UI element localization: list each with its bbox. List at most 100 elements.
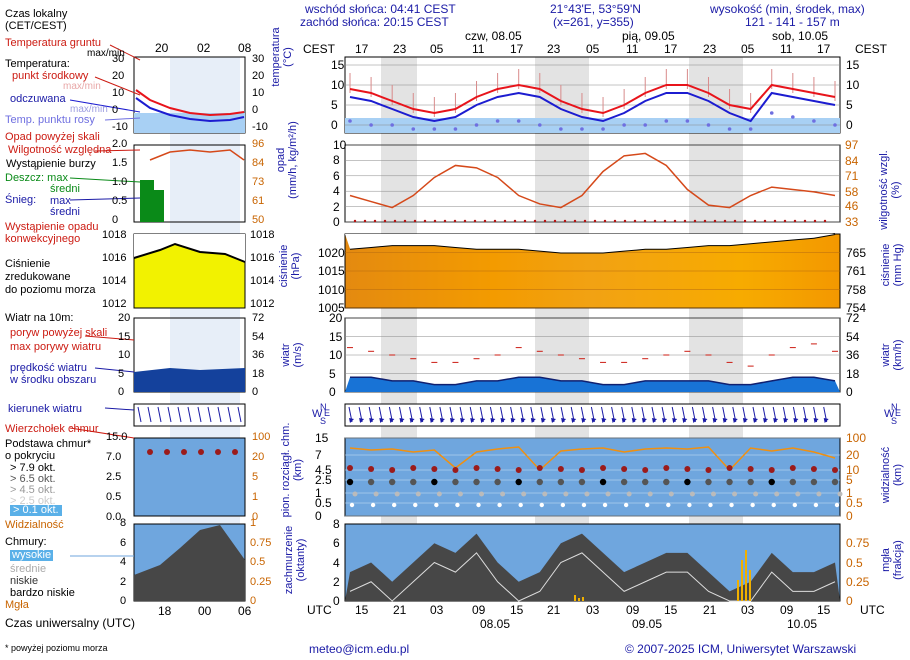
cloudiness-tick-left: 0: [333, 594, 340, 608]
cloud-tick-left: 0.5: [315, 496, 332, 510]
utc-hour-label: 09: [472, 603, 486, 617]
legend-temperature: Temperatura:: [5, 58, 70, 70]
footer-email[interactable]: meteo@icm.edu.pl: [309, 642, 410, 656]
legend-max-gust: max porywy wiatru: [10, 341, 102, 353]
dew-point-dot: [706, 123, 711, 127]
precip-zero-marker: [703, 219, 707, 223]
dew-point-dot: [685, 119, 690, 123]
humidity-tick-right: 97: [845, 138, 859, 152]
small-pressure-tick-right: 1012: [250, 298, 275, 310]
small-wind-arrow: [217, 406, 222, 423]
small-vis-tick-right: 100: [252, 431, 271, 443]
dew-point-dot: [812, 119, 816, 123]
utc-hour-label: 03: [586, 603, 600, 617]
utc-hour-label: 09: [780, 603, 794, 617]
vis-tick-right: 0: [846, 509, 853, 523]
cloud-top-dot: [347, 465, 353, 471]
axis-vis-label: widzialność (km): [880, 446, 904, 504]
legend-connector: [69, 197, 141, 201]
wind-arrow-head: [742, 418, 748, 423]
sunrise-text: wschód słońca: 04:41 CEST: [305, 2, 456, 16]
cloud-tick-left: 7: [315, 448, 322, 462]
cloud-tick-left: 0: [315, 509, 322, 523]
cloud-base-dot-light: [689, 491, 695, 497]
wind-arrow-head: [439, 418, 445, 423]
feels-like-line: [349, 91, 836, 123]
dew-point-dot: [727, 127, 732, 131]
cloud-base-dot-light: [816, 491, 822, 497]
wind-arrow-head: [369, 418, 375, 423]
cloudiness-series: [345, 533, 840, 602]
small-fog-tick-right: 0.25: [250, 575, 272, 588]
wind-arrow-head: [722, 418, 728, 423]
cloud-top-dot: [389, 467, 396, 473]
axis-pressure-label: ciśnienie (hPa): [278, 244, 302, 288]
legend-cloud-base: Podstawa chmur* o pokryciu: [5, 438, 92, 462]
cloud-base-dot: [747, 478, 754, 486]
day-label-1: czw, 08.05: [465, 29, 522, 43]
cloud-base-dot-light: [584, 491, 590, 497]
cloud-base-dot-light: [415, 491, 421, 497]
small-temp-tick-left: -10: [112, 121, 128, 133]
precip-zero-marker: [393, 219, 397, 223]
cloud-top-dot: [600, 465, 607, 471]
cloudiness-tick-left: 4: [333, 555, 340, 570]
cloud-top-dot: [431, 466, 438, 472]
small-precip-tick-left: 2.0: [112, 138, 128, 150]
small-cloud-top-dot: [198, 449, 204, 455]
temp-tick-right: 10: [846, 78, 860, 92]
small-temp-tick-left: 20: [112, 70, 125, 82]
precip-zero-marker: [373, 219, 377, 223]
small-temp-tick-right: 0: [252, 104, 259, 116]
precip-zero-marker: [683, 219, 687, 223]
precip-zero-marker: [533, 219, 537, 223]
cloud-top-dot: [536, 465, 543, 471]
cloud-tick-left: 1: [315, 486, 322, 500]
cloud-top-dot: [832, 467, 838, 473]
precip-zero-marker: [813, 219, 817, 223]
cloud-base-dot-sparse: [560, 502, 566, 508]
temp-tick-right: 15: [846, 58, 860, 72]
small-temp-below-zero: [134, 113, 245, 133]
wind-arrow-head: [510, 418, 516, 423]
cloud-base-dot-sparse: [771, 502, 776, 508]
sunset-text: zachód słońca: 20:15 CEST: [300, 15, 449, 29]
small-feels-line: [135, 97, 245, 123]
cloud-base-dot-sparse: [391, 502, 397, 508]
cloud-base-dot: [578, 478, 586, 486]
cloud-base-dot: [494, 478, 501, 486]
cloudiness-tick-left: 6: [333, 536, 340, 551]
precip-zero-marker: [403, 219, 407, 223]
legend-connector: [84, 335, 135, 341]
top-hour-label: 17: [510, 42, 524, 56]
cloud-base-dot-light: [668, 491, 674, 497]
axis-temp-label: temperatura (°C): [270, 27, 294, 87]
cloud-base-dot-sparse: [349, 502, 355, 508]
humidity-line: [349, 152, 836, 209]
dew-point-dot: [348, 119, 352, 123]
cloud-base-dot: [599, 478, 607, 486]
small-hour-20: 20: [155, 41, 169, 55]
small-cloud-tick-left: 0.5: [106, 491, 122, 503]
axis-cloudiness-label: zachmurzenie (oktanty): [283, 525, 307, 595]
precip-zero-marker: [733, 219, 737, 223]
top-hour-label: 11: [626, 42, 639, 56]
wind-tick-right: 36: [846, 348, 860, 362]
legend-connector: [104, 407, 135, 411]
small-rain-bar: [140, 180, 154, 222]
cloud-base-dot-sparse: [645, 502, 650, 508]
small-precip-tick-left: 1.5: [112, 157, 128, 169]
precip-zero-marker: [713, 219, 717, 223]
cloud-base-dot-light: [795, 491, 801, 497]
wind-arrow-head: [702, 418, 708, 423]
dew-point-dot: [411, 127, 416, 131]
humidity-tick-right: 71: [845, 169, 859, 184]
wind-direction-arrows: [348, 406, 829, 423]
cloud-base-dot-sparse: [455, 502, 460, 508]
small-temp-tick-left: 10: [112, 87, 125, 99]
axis-precip-label: opad (mm/h, kg/m²/h): [275, 121, 299, 199]
precip-zero-marker: [523, 219, 527, 223]
small-wind-tick-left: 15: [118, 330, 131, 343]
precip-zero-marker: [563, 219, 567, 223]
